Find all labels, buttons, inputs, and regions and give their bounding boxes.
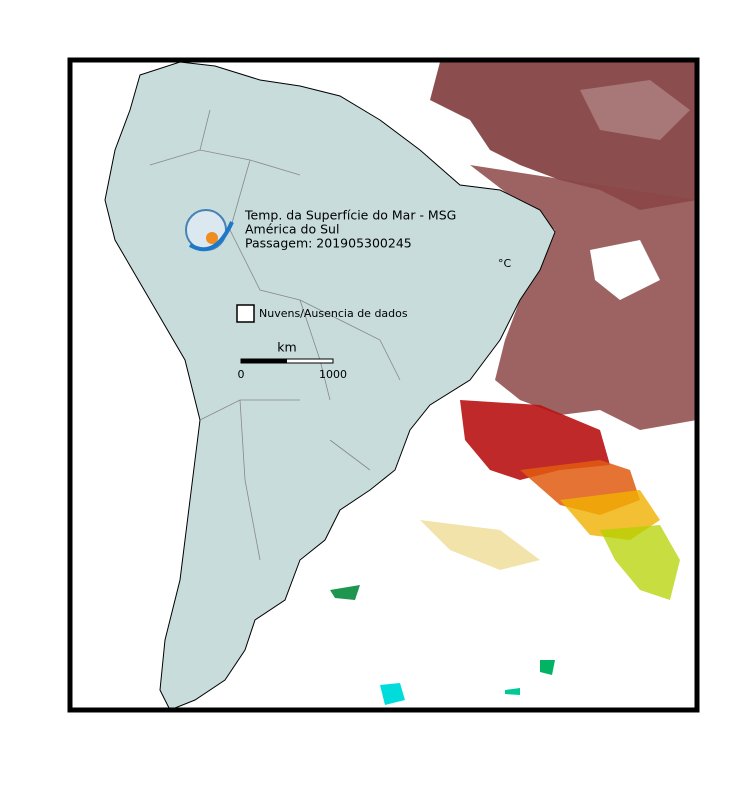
title-line: Temp. da Superfície do Mar - MSG	[244, 208, 456, 223]
scale-unit: km	[277, 340, 296, 355]
scale-label: 1000	[319, 368, 347, 381]
legend-label: Nuvens/Ausencia de dados	[259, 307, 408, 320]
scale-bar	[240, 358, 334, 364]
sst-patches	[330, 62, 697, 705]
title-line: Passagem: 201905300245	[245, 236, 412, 251]
legend-swatch	[236, 304, 255, 323]
colorbar-unit: °C	[498, 257, 512, 270]
logo	[185, 209, 234, 252]
scale-label: 0	[238, 368, 245, 381]
title-line: América do Sul	[245, 222, 339, 237]
frame	[67, 57, 700, 713]
